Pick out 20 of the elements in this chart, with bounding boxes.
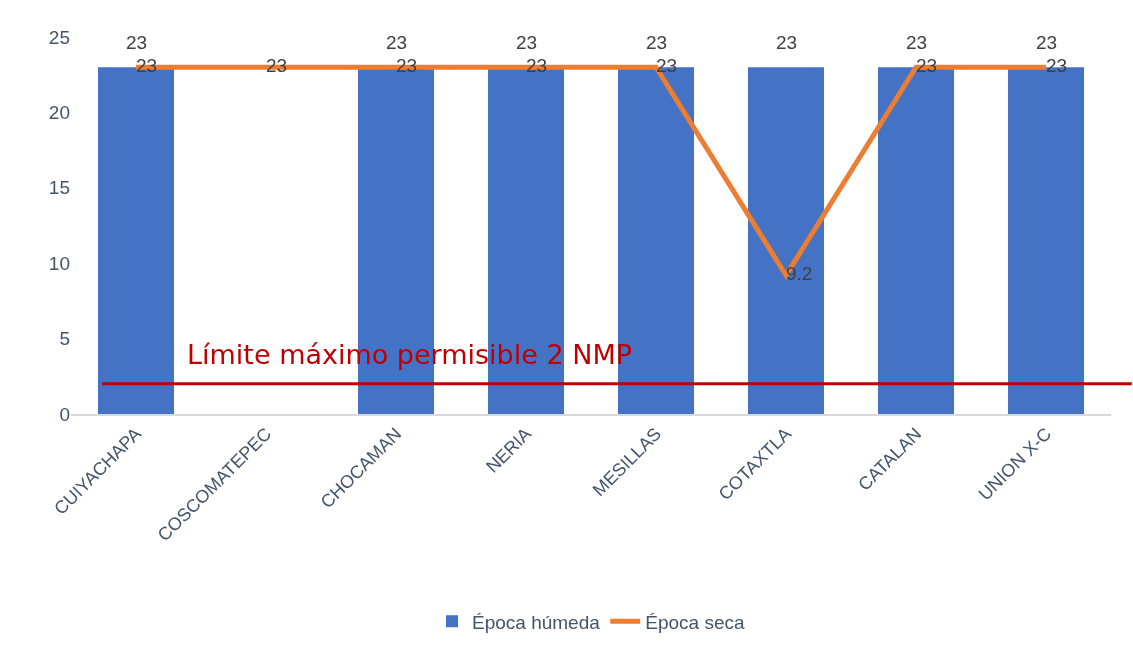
y-tick-label: 5 [59,328,70,350]
y-tick-label: 25 [48,26,70,48]
data-label: 23 [1036,32,1058,53]
legend-label: Época húmeda [472,611,601,633]
legend-label: Época seca [645,611,745,633]
data-label: 23 [906,32,928,53]
data-label: 23 [776,32,798,53]
data-label: 23 [396,54,418,76]
data-label: 23 [526,54,548,76]
y-tick-label: 20 [48,102,70,124]
y-tick-label: 0 [59,403,70,425]
data-label: 23 [646,32,668,53]
data-label: 23 [916,54,938,76]
y-tick-label: 15 [48,177,70,199]
data-label: 23 [386,32,408,53]
data-label: 23 [126,32,148,53]
data-label: 23 [266,54,288,76]
y-tick-label: 10 [48,252,70,274]
data-label: 23 [516,32,538,53]
data-label: 23 [136,54,158,76]
